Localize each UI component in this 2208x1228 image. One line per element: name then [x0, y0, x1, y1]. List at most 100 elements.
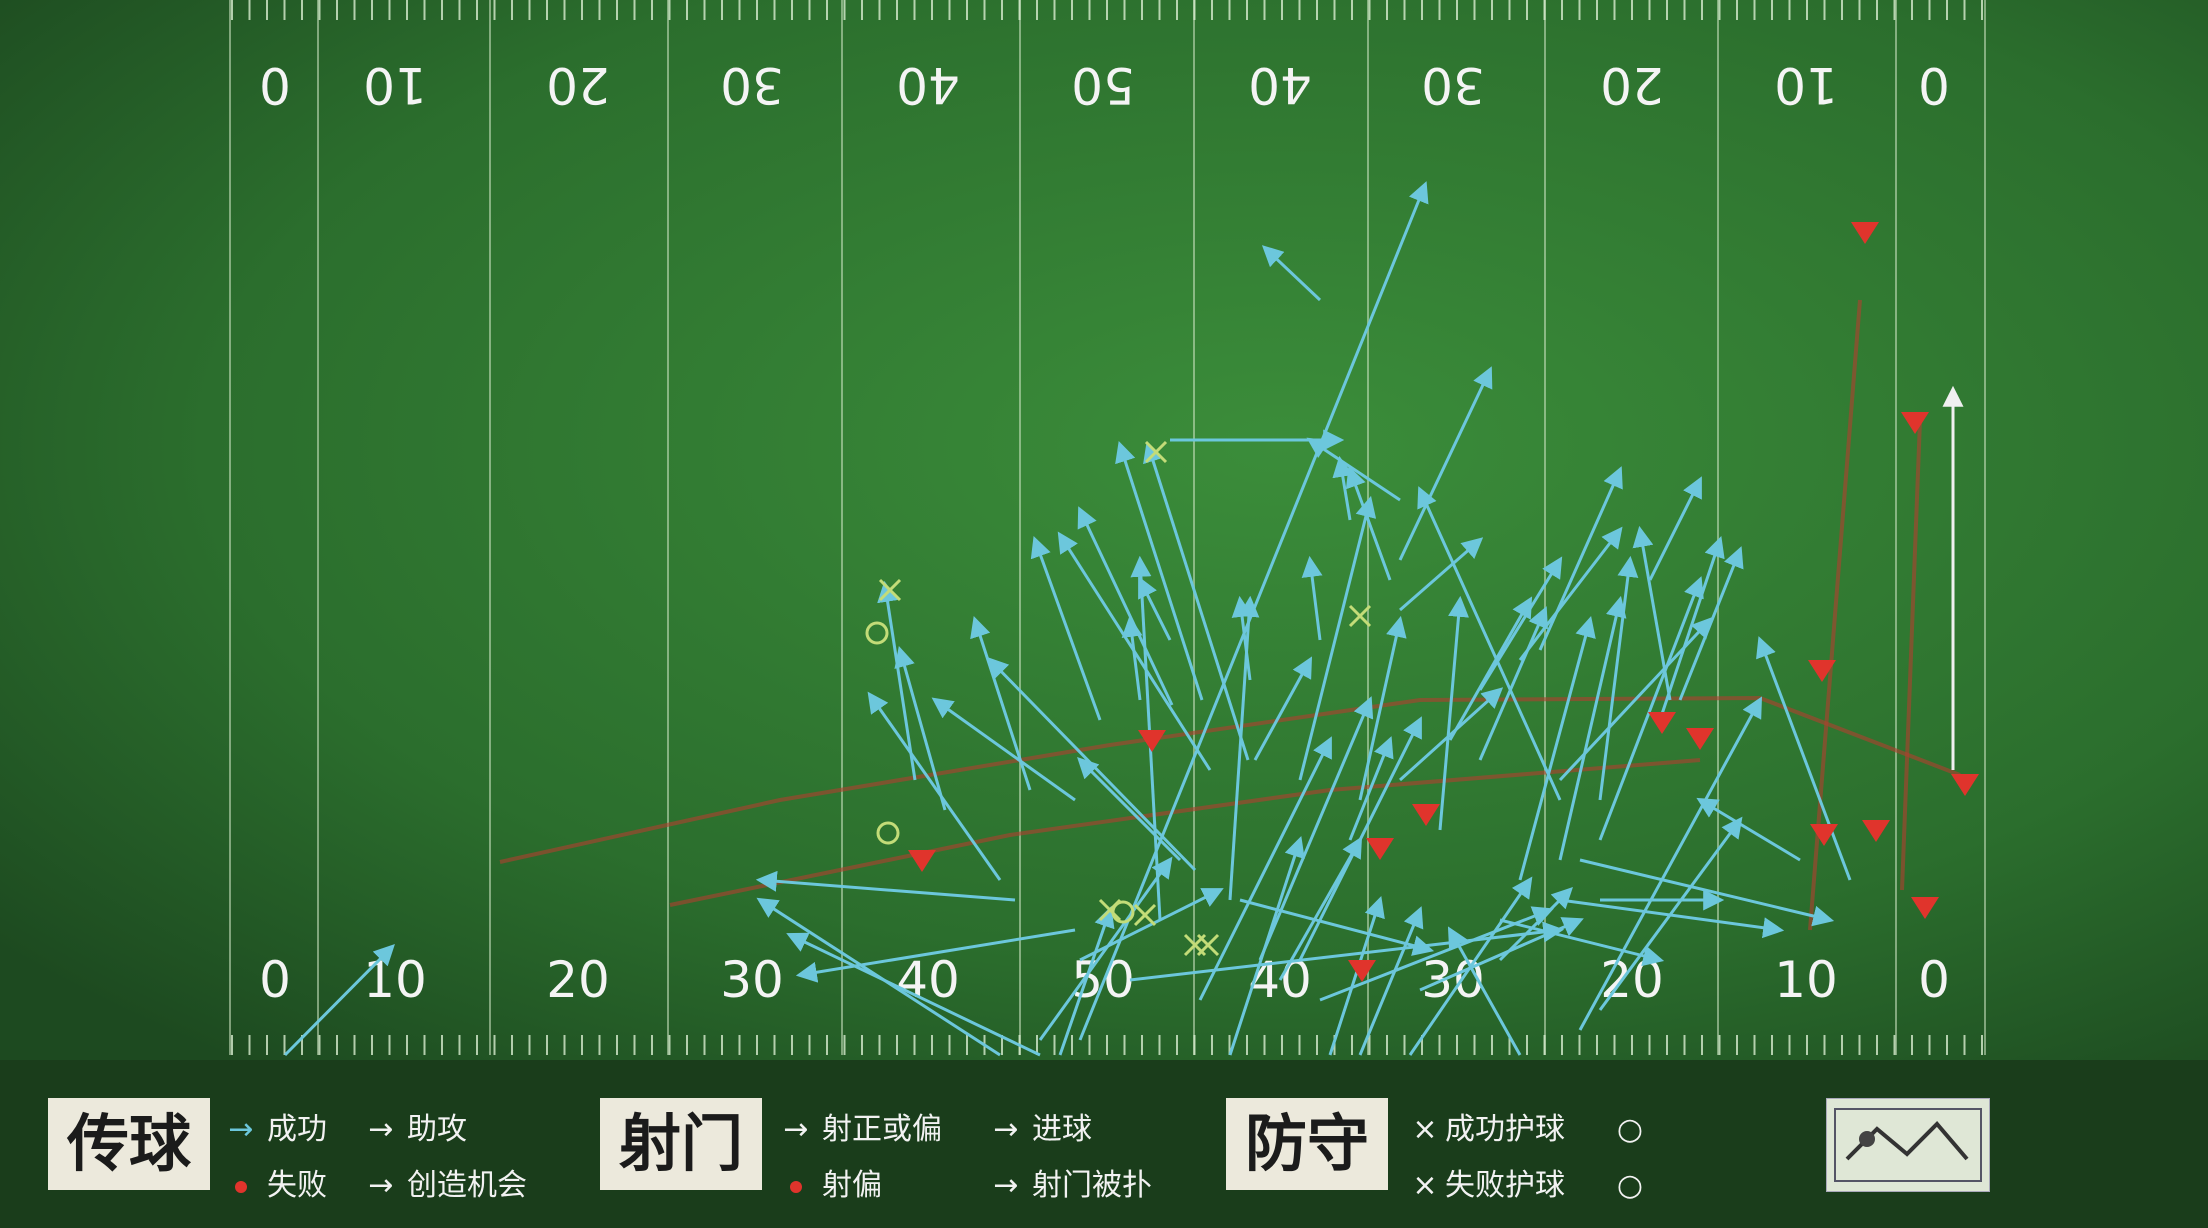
pass-arrow: [283, 944, 395, 1057]
pass-arrow: [1658, 536, 1725, 721]
pass-arrow: [1399, 537, 1484, 612]
bottom-yard-number: 10: [363, 951, 427, 1009]
top-yard-number: 0: [259, 56, 291, 114]
fail-marker: [908, 850, 936, 872]
pass-arrow: [867, 691, 1002, 881]
legend-defense-lost: × 失败护球: [1412, 1168, 1565, 1203]
legend-bar: 传球 → 成功 → 助攻 失败 → 创造机会 射门 → 射正或偏 → 进球 射偏 → 射门被…: [0, 1060, 2208, 1228]
defense-x-marker: [1196, 933, 1220, 957]
bottom-yard-number: 10: [1774, 951, 1838, 1009]
pass-arrow: [1298, 495, 1377, 781]
pass-arrow: [1038, 856, 1173, 1041]
fail-marker: [1412, 804, 1440, 826]
top-yard-number: 40: [896, 56, 960, 114]
pass-arrow: [1239, 898, 1435, 956]
fail-marker: [1810, 824, 1838, 846]
pass-arrow: [1598, 555, 1639, 801]
pass-arrow: [1499, 918, 1665, 967]
pass-arrow: [1696, 797, 1801, 862]
legend-defense-o2: ○: [1616, 1168, 1644, 1203]
pass-arrow: [1632, 525, 1672, 701]
pass-arrow: [1398, 687, 1504, 782]
pass-arrow: [756, 897, 1001, 1057]
defense-x-marker: [1348, 604, 1372, 628]
pass-arrow: [1121, 615, 1143, 701]
pass-arrow: [1231, 595, 1253, 681]
pass-arrow: [894, 645, 947, 811]
logo-badge: [1826, 1098, 1990, 1192]
pass-arrow: [1348, 736, 1394, 841]
legend-pass-assist: → 助攻: [368, 1112, 467, 1147]
top-yard-number: 10: [363, 56, 427, 114]
pass-arrow: [1398, 366, 1493, 561]
pass-arrow: [755, 870, 1016, 902]
pass-arrow: [1143, 440, 1250, 761]
legend-shot-saved: → 射门被扑: [993, 1168, 1152, 1203]
pass-arrow: [1518, 526, 1623, 661]
pass-arrow: [1438, 595, 1470, 831]
pass-arrow: [1417, 486, 1562, 801]
pass-arrow: [1648, 476, 1702, 581]
fail-marker: [1808, 660, 1836, 682]
legend-pass-success: → 成功: [228, 1112, 327, 1147]
pass-arrow: [877, 580, 917, 781]
legend-defense-o1: ○: [1616, 1112, 1644, 1147]
pass-arrow: [931, 697, 1076, 802]
bottom-yard-number: 0: [1918, 951, 1950, 1009]
pass-arrow: [1358, 906, 1424, 1056]
pass-arrow: [1478, 556, 1563, 691]
pass-arrow: [795, 928, 1076, 983]
football-field: 0 10 20 30 40 50 40 30 20 10 0 0 10 20 30 40 50 40 30 20 10…: [0, 0, 2208, 1060]
top-yard-number: 0: [1918, 56, 1950, 114]
pass-arrow: [1278, 836, 1363, 981]
pass-arrow: [1678, 546, 1744, 701]
legend-defense-won: × 成功护球: [1412, 1112, 1565, 1147]
fail-marker: [1911, 897, 1939, 919]
defense-x-marker: [878, 578, 902, 602]
fail-marker: [1648, 712, 1676, 734]
fail-marker: [1366, 838, 1394, 860]
pass-arrow: [1332, 455, 1354, 521]
pass-arrow: [1198, 736, 1332, 1001]
pass-arrow: [1345, 466, 1392, 581]
pass-arrow: [1328, 896, 1385, 1056]
top-yard-number: 50: [1071, 56, 1135, 114]
defense-o-marker: [865, 621, 889, 645]
pass-arrow: [1756, 636, 1852, 881]
bottom-yard-number: 0: [259, 951, 291, 1009]
pass-arrow: [1598, 816, 1743, 1011]
defense-x-marker: [1144, 440, 1168, 464]
fail-marker: [1862, 820, 1890, 842]
pass-arrow: [1261, 245, 1322, 302]
logo-graphic: [1834, 1108, 1982, 1182]
pass-arrow: [1129, 921, 1565, 982]
fail-marker: [1951, 774, 1979, 796]
legend-shot-goal: → 进球: [993, 1112, 1092, 1147]
bottom-yard-number: 40: [896, 951, 960, 1009]
bottom-yard-number: 30: [720, 951, 784, 1009]
pass-arrow: [1478, 606, 1548, 761]
top-yard-number: 10: [1774, 56, 1838, 114]
pass-arrow: [1258, 696, 1374, 961]
pass-arrow: [1058, 906, 1115, 1056]
pass-arrow: [1558, 595, 1627, 861]
pass-arrow: [1598, 576, 1704, 841]
defense-o-marker: [1111, 900, 1135, 924]
bottom-yard-number: 20: [546, 951, 610, 1009]
pass-arrow: [1447, 926, 1522, 1056]
pass-arrow: [1079, 888, 1224, 962]
fail-marker: [1901, 412, 1929, 434]
pass-arrow: [1518, 615, 1596, 881]
top-yard-number: 40: [1248, 56, 1312, 114]
pass-arrow: [1115, 441, 1204, 701]
top-yard-number: 20: [546, 56, 610, 114]
legend-shot-blocked: 射偏: [770, 1166, 882, 1206]
pass-arrow: [1077, 506, 1174, 706]
pass-arrow: [786, 932, 1041, 1057]
pass-arrow: [1448, 596, 1533, 741]
legend-defense-tag: 防守: [1226, 1098, 1388, 1190]
top-yard-number: 30: [1421, 56, 1485, 114]
pass-arrow: [1319, 906, 1554, 1002]
legend-pass-tag: 传球: [48, 1098, 210, 1190]
